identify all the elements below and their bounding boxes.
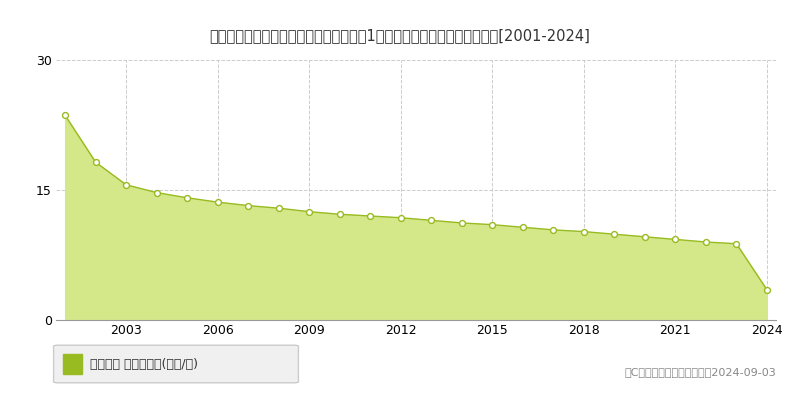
Point [455,220,468,226]
Point [303,208,316,215]
Point [638,234,651,240]
Point [608,231,621,237]
Point [394,214,407,221]
Point [211,199,224,205]
Point [516,224,529,230]
Point [364,213,377,219]
Point [425,217,438,224]
Point [669,236,682,242]
Bar [63,354,82,374]
Point [150,189,163,196]
Text: 愛知県知多郡南知多町大字山海字荒布赆1２０番２　地価公示　地価推移[2001-2024]: 愛知県知多郡南知多町大字山海字荒布赆1２０番２ 地価公示 地価推移[2001-2… [210,28,590,43]
Text: （C）土地価格ドットコム　2024-09-03: （C）土地価格ドットコム 2024-09-03 [624,367,776,377]
Point [120,182,133,188]
Point [699,239,712,245]
Point [578,228,590,235]
Point [242,202,254,209]
Point [90,159,102,166]
Point [58,112,71,119]
Point [486,222,498,228]
Point [547,227,560,233]
Point [181,194,194,201]
Point [730,240,742,247]
Point [761,286,774,293]
FancyBboxPatch shape [54,345,298,383]
Point [272,205,285,211]
Text: 地価公示 平均坊単価(万円/坊): 地価公示 平均坊単価(万円/坊) [90,358,198,370]
Point [334,211,346,218]
